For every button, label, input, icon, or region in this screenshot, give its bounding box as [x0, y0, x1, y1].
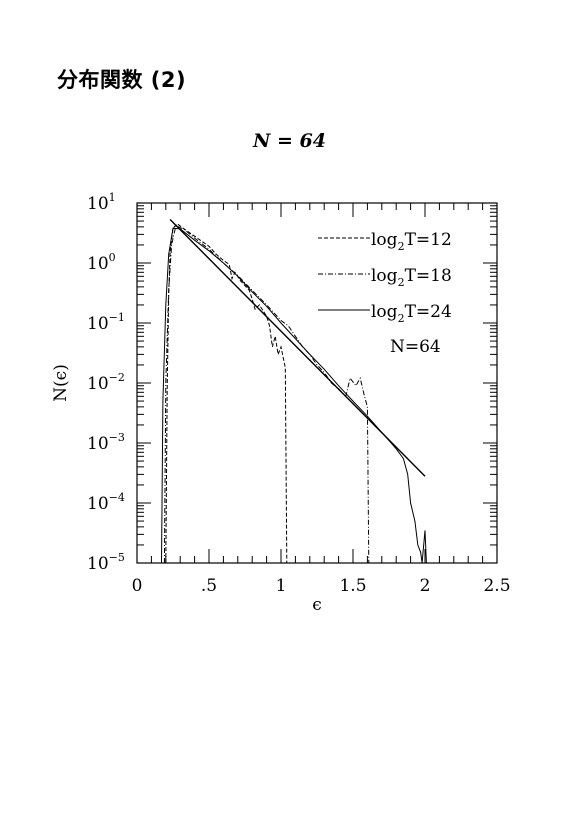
series-line-t-18: [163, 224, 370, 564]
y-tick-label: 10−4: [87, 491, 125, 514]
x-tick-label: 1: [276, 576, 287, 596]
y-tick-labels: 101 100 10−1 10−2 10−3 10−4 10−5: [87, 191, 125, 574]
series-line-t-12: [165, 223, 288, 564]
legend: log2T=12 log2T=18 log2T=24: [318, 230, 452, 325]
y-tick-label: 10−3: [87, 431, 125, 454]
plot-frame: [136, 202, 498, 564]
x-tick-label: 1.5: [339, 576, 366, 596]
x-tick-label: 2: [420, 576, 431, 596]
y-tick-label: 100: [87, 251, 116, 274]
chart-title: N = 64: [253, 130, 326, 152]
x-tick-labels: 0 .5 1 1.5 2 2.5: [132, 576, 511, 596]
series-lines: [161, 219, 427, 564]
annotation-n64: N=64: [390, 337, 441, 357]
legend-label: log2T=24: [371, 302, 452, 325]
legend-label: log2T=12: [371, 230, 452, 253]
y-tick-label: 10−1: [87, 311, 125, 334]
x-tick-label: 0: [132, 576, 143, 596]
x-axis-label: ϵ: [312, 595, 322, 615]
series-line-fit: [169, 219, 426, 477]
y-tick-label: 10−2: [87, 371, 125, 394]
y-tick-label: 101: [87, 191, 116, 214]
x-tick-label: 2.5: [483, 576, 510, 596]
page-title: 分布関数 (2): [57, 68, 187, 92]
x-tick-label: .5: [201, 576, 217, 596]
legend-label: log2T=18: [371, 266, 452, 289]
minor-ticks: [137, 203, 497, 563]
y-tick-label: 10−5: [87, 551, 125, 574]
major-ticks: [136, 202, 498, 564]
y-axis-label: N(ϵ): [51, 364, 71, 402]
